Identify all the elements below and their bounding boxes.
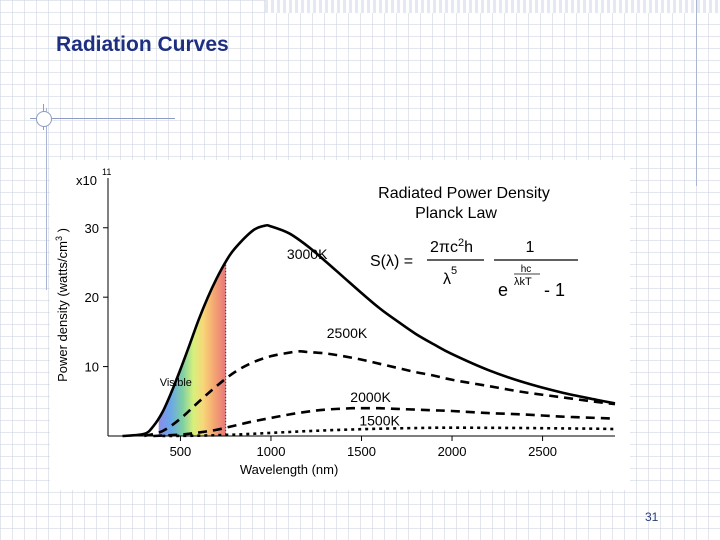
x-tick-label: 500 [170, 444, 192, 459]
y-axis-label: Power density (watts/cm3 ) [54, 228, 70, 382]
formula-numerator-2: 1 [526, 239, 535, 256]
y-tick-label: 30 [85, 221, 99, 236]
x-tick-label: 2000 [438, 444, 467, 459]
series-label-3000k: 3000K [287, 246, 328, 262]
formula-denominator-1: λ5 [443, 265, 457, 288]
top-decoration-band [265, 0, 720, 13]
chart-subtitle: Planck Law [415, 205, 497, 222]
series-3000k-curve [122, 223, 616, 438]
formula-minus-one: - 1 [544, 280, 565, 300]
x-tick-label: 1500 [347, 444, 376, 459]
corner-decoration-line [30, 118, 175, 119]
chart-title: Radiated Power Density [378, 185, 550, 202]
x-tick-label: 2500 [528, 444, 557, 459]
y-tick-label: 10 [85, 360, 99, 375]
corner-decoration-ring [36, 111, 52, 127]
y-multiplier: x10 [76, 173, 97, 188]
y-tick-label: 20 [85, 290, 99, 305]
formula-exponential-base: e [498, 280, 508, 300]
y-multiplier-exponent: 11 [102, 167, 111, 177]
visible-spectrum-band [158, 261, 226, 436]
right-decoration-rule [696, 0, 697, 186]
series-label-2000k: 2000K [350, 389, 391, 405]
x-axis-label: Wavelength (nm) [240, 462, 339, 477]
series-label-2500k: 2500K [327, 325, 368, 341]
slide-title: Radiation Curves [56, 33, 229, 56]
formula-numerator-1: 2πc2h [430, 237, 473, 256]
formula-lhs: S(λ) = [370, 253, 413, 270]
series-label-1500k: 1500K [359, 413, 400, 429]
series-2500k-curve [143, 350, 616, 438]
formula-exponent-top: hc [521, 264, 532, 275]
left-decoration-rule [46, 108, 47, 290]
series-1500k-curve [162, 426, 616, 438]
x-tick-label: 1000 [257, 444, 286, 459]
formula-exponent-bottom: λkT [514, 276, 532, 288]
chart-panel: Visible 500 1000 1500 2000 2500 10 20 30 x10 11 Wav… [50, 160, 630, 490]
page-number: 31 [645, 510, 659, 524]
